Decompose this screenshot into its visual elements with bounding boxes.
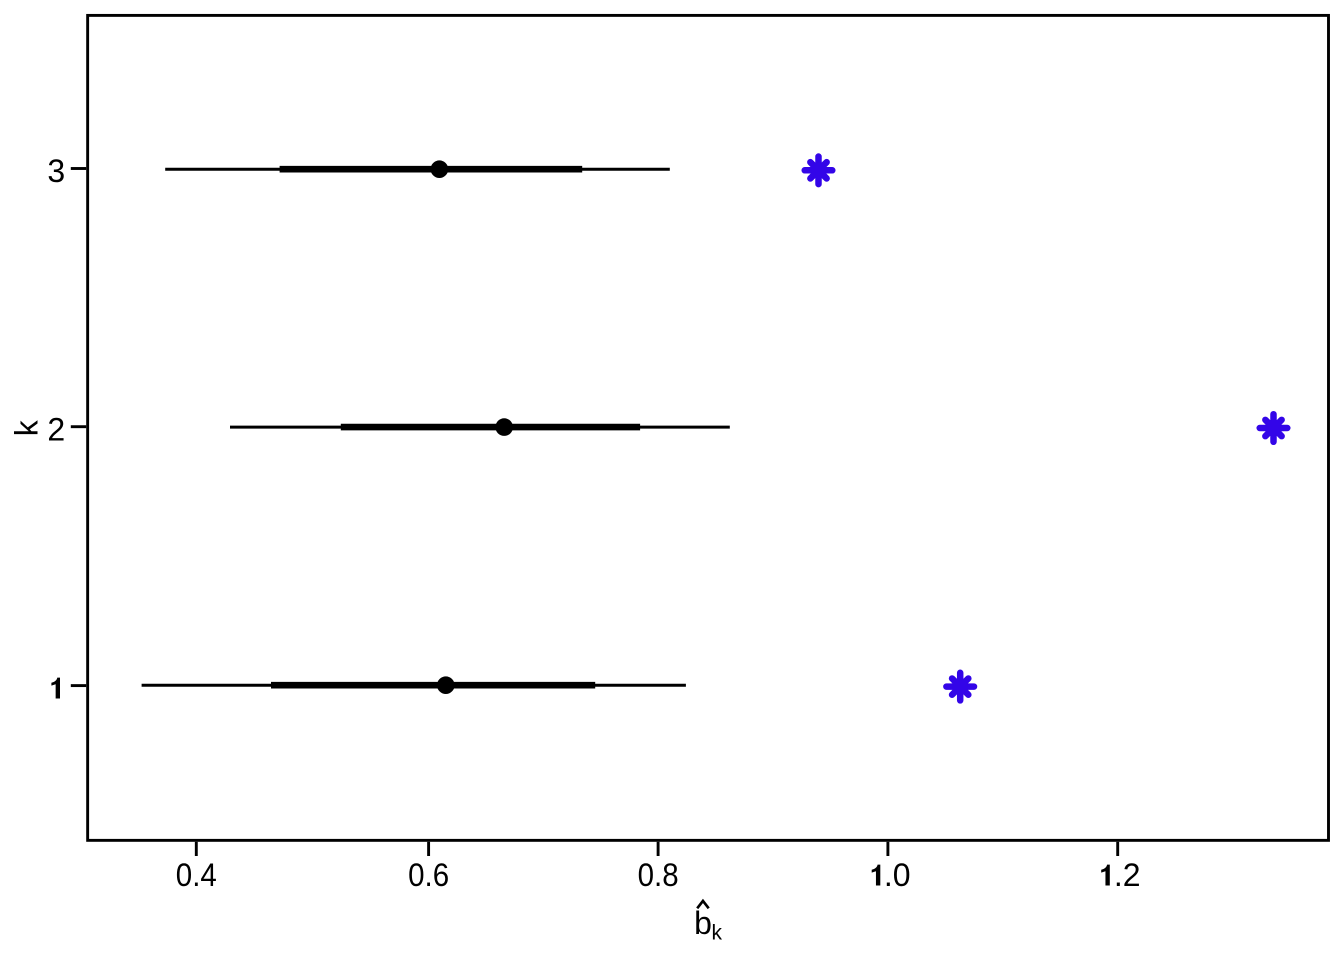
svg-text:0.8: 0.8 <box>638 857 679 893</box>
svg-text:0.4: 0.4 <box>176 857 217 893</box>
svg-text:3: 3 <box>47 153 65 189</box>
svg-text:.2: .2 <box>1114 857 1141 893</box>
svg-text:0.6: 0.6 <box>408 857 449 893</box>
svg-text:.0: .0 <box>884 857 911 893</box>
svg-text:2: 2 <box>47 411 65 447</box>
svg-text:b: b <box>694 905 712 941</box>
svg-text:k: k <box>712 922 723 945</box>
svg-text:k: k <box>9 419 45 436</box>
